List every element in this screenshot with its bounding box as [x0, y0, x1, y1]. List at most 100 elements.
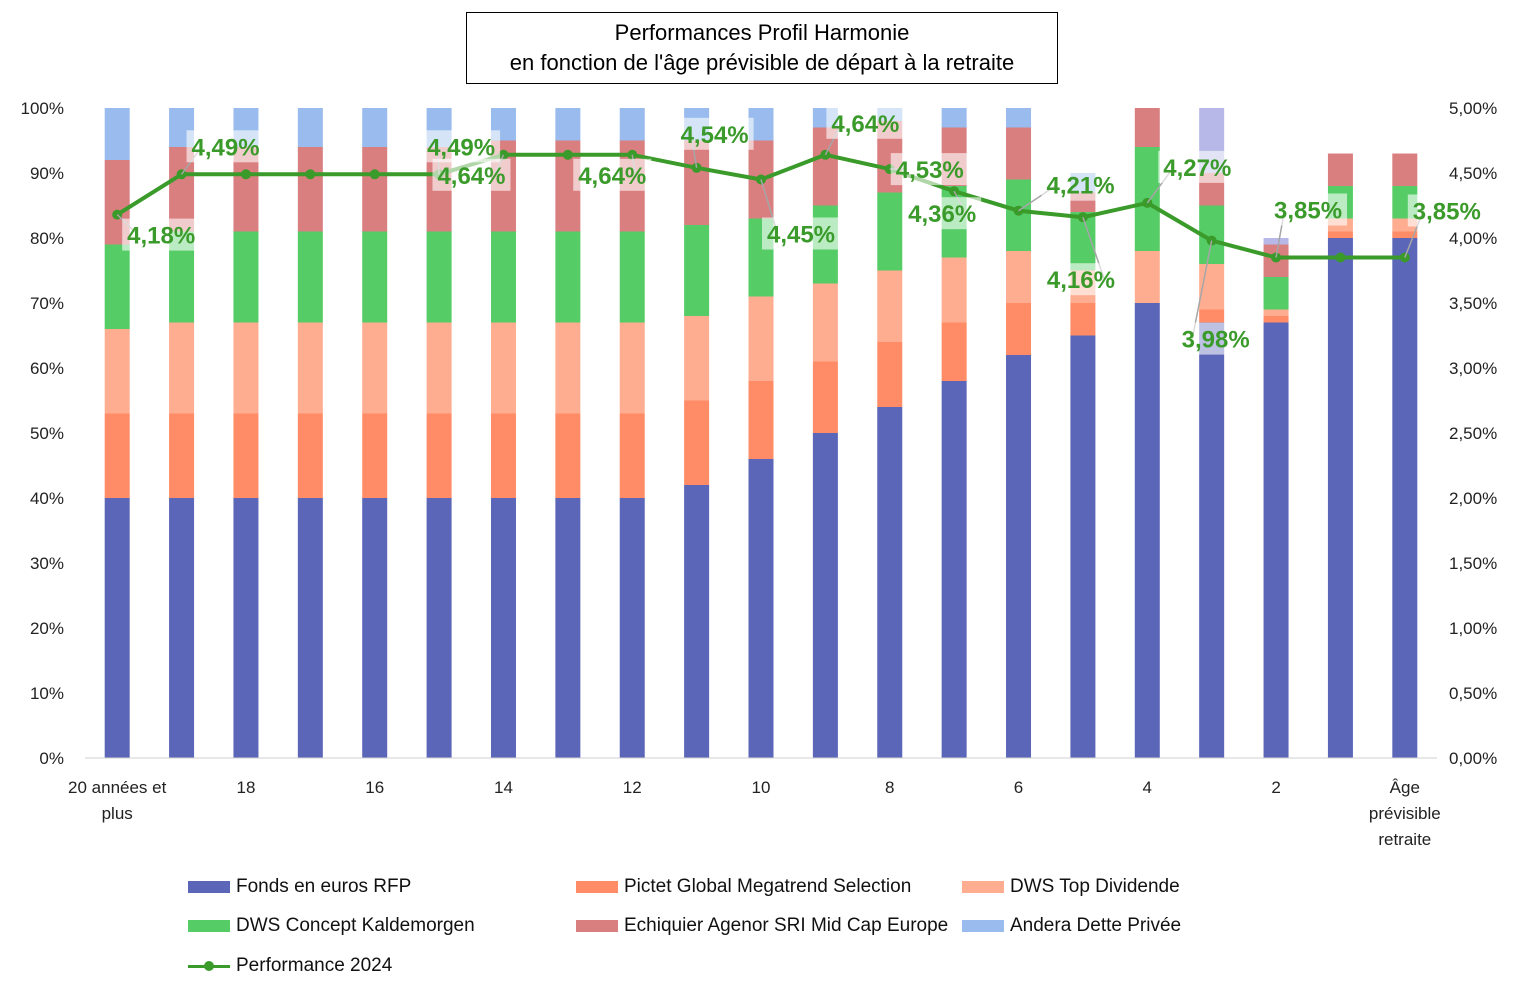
bar-segment-echiquier-agenor-sri-mid-cap-europe: [684, 140, 710, 225]
bar-segment-fonds-en-euros-rfp: [684, 485, 710, 758]
data-label: 4,16%: [1047, 267, 1115, 294]
y-left-tick-label: 20%: [30, 619, 64, 638]
bar-segment-dws-top-dividende: [169, 322, 195, 414]
y-right-tick-label: 4,00%: [1449, 229, 1497, 248]
x-tick-label: 12: [623, 778, 642, 797]
x-tick-label: 10: [752, 778, 771, 797]
bar-segment-fonds-en-euros-rfp: [812, 433, 838, 758]
bar-segment-pictet-global-megatrend-selection: [1263, 316, 1289, 323]
x-tick-label: 14: [494, 778, 513, 797]
data-label-box: [675, 117, 754, 150]
bar-segment-fonds-en-euros-rfp: [233, 498, 259, 758]
bar-segment-fonds-en-euros-rfp: [619, 498, 645, 758]
data-label-box: [890, 153, 969, 186]
bar-segment-pictet-global-megatrend-selection: [297, 413, 323, 498]
data-label: 4,64%: [831, 111, 899, 138]
bar-segment-dws-top-dividende: [490, 322, 516, 414]
x-tick-label: Âge prévisible retraite: [1369, 778, 1441, 849]
y-right-tick-label: 2,00%: [1449, 489, 1497, 508]
chart-title: Performances Profil Harmonie en fonction…: [466, 12, 1058, 84]
bar-segment-andera-dette-priv-e: [297, 108, 323, 147]
x-tick-label: 2: [1271, 778, 1280, 797]
x-tick-label-line: 10: [752, 778, 771, 797]
bar-segment-dws-concept-kaldemorgen: [555, 231, 581, 323]
bar-segment-dws-top-dividende: [1006, 251, 1032, 303]
bar-segment-dws-concept-kaldemorgen: [233, 231, 259, 323]
bar-segment-fonds-en-euros-rfp: [748, 459, 774, 758]
bar-segment-echiquier-agenor-sri-mid-cap-europe: [297, 147, 323, 232]
bar-segment-dws-top-dividende: [619, 322, 645, 414]
bar-segment-pictet-global-megatrend-selection: [233, 413, 259, 498]
bar-segment-dws-concept-kaldemorgen: [1263, 277, 1289, 310]
y-right-tick-label: 4,50%: [1449, 164, 1497, 183]
data-label: 4,64%: [437, 163, 505, 190]
bar-series-group: [104, 108, 1418, 758]
x-tick-label-line: plus: [102, 804, 133, 823]
bar-segment-dws-concept-kaldemorgen: [619, 231, 645, 323]
bar-segment-andera-dette-priv-e: [555, 108, 581, 141]
bar-segment-pictet-global-megatrend-selection: [169, 413, 195, 498]
bar-segment-fonds-en-euros-rfp: [555, 498, 581, 758]
y-left-tick-label: 90%: [30, 164, 64, 183]
bar-segment-dws-top-dividende: [748, 296, 774, 381]
bar-segment-dws-top-dividende: [555, 322, 581, 414]
data-label-box: [573, 158, 652, 191]
data-label-box: [1041, 263, 1120, 296]
y-right-tick-label: 2,50%: [1449, 424, 1497, 443]
data-label: 4,49%: [427, 134, 495, 161]
data-label-leader: [1191, 240, 1213, 339]
data-label-box: [1269, 193, 1348, 226]
bar-segment-dws-top-dividende: [1199, 264, 1225, 310]
data-label-box: [422, 130, 501, 163]
bar-segment-fonds-en-euros-rfp: [1134, 303, 1160, 758]
bar-segment-echiquier-agenor-sri-mid-cap-europe: [1134, 108, 1160, 147]
y-right-tick-label: 3,50%: [1449, 294, 1497, 313]
bar-segment-echiquier-agenor-sri-mid-cap-europe: [1006, 127, 1032, 180]
data-label-box: [432, 158, 511, 191]
bar-segment-fonds-en-euros-rfp: [1070, 335, 1096, 758]
data-label-box: [1041, 168, 1120, 201]
x-tick-label-line: retraite: [1378, 830, 1431, 849]
bar-segment-dws-top-dividende: [233, 322, 259, 414]
data-label: 3,85%: [1413, 199, 1481, 226]
data-label: 4,36%: [908, 201, 976, 228]
data-label: 3,98%: [1182, 327, 1250, 354]
y-left-tick-label: 30%: [30, 554, 64, 573]
y-right-tick-label: 5,00%: [1449, 99, 1497, 118]
bar-segment-andera-dette-priv-e: [1006, 108, 1032, 128]
x-tick-label: 4: [1143, 778, 1152, 797]
x-tick-label: 18: [236, 778, 255, 797]
bar-segment-fonds-en-euros-rfp: [1327, 238, 1353, 758]
bar-segment-pictet-global-megatrend-selection: [941, 322, 967, 381]
bar-segment-pictet-global-megatrend-selection: [684, 400, 710, 485]
bar-segment-dws-concept-kaldemorgen: [877, 192, 903, 271]
x-tick-label: 6: [1014, 778, 1023, 797]
bar-segment-andera-dette-priv-e: [941, 108, 967, 128]
x-tick-label-line: 8: [885, 778, 894, 797]
bar-segment-pictet-global-megatrend-selection: [1070, 303, 1096, 336]
bar-segment-dws-top-dividende: [426, 322, 452, 414]
bar-segment-pictet-global-megatrend-selection: [877, 342, 903, 407]
data-label: 4,54%: [681, 122, 749, 149]
bar-segment-echiquier-agenor-sri-mid-cap-europe: [362, 147, 388, 232]
bar-segment-dws-concept-kaldemorgen: [684, 225, 710, 316]
data-label-box: [1158, 150, 1237, 183]
bar-segment-fonds-en-euros-rfp: [104, 498, 130, 758]
y-left-tick-label: 80%: [30, 229, 64, 248]
bar-segment-fonds-en-euros-rfp: [1006, 355, 1032, 758]
performance-point: [562, 149, 573, 160]
bar-segment-pictet-global-megatrend-selection: [555, 413, 581, 498]
bar-segment-pictet-global-megatrend-selection: [490, 413, 516, 498]
bar-segment-andera-dette-priv-e: [362, 108, 388, 147]
y-left-tick-label: 50%: [30, 424, 64, 443]
data-label-box: [903, 197, 982, 230]
bar-segment-pictet-global-megatrend-selection: [1327, 231, 1353, 238]
bar-segment-dws-concept-kaldemorgen: [104, 244, 130, 329]
x-tick-label-line: 12: [623, 778, 642, 797]
data-label-box: [826, 106, 905, 139]
bar-segment-dws-top-dividende: [297, 322, 323, 414]
bar-segment-fonds-en-euros-rfp: [1392, 238, 1418, 758]
bar-segment-pictet-global-megatrend-selection: [104, 413, 130, 498]
data-label-box: [1176, 322, 1255, 355]
